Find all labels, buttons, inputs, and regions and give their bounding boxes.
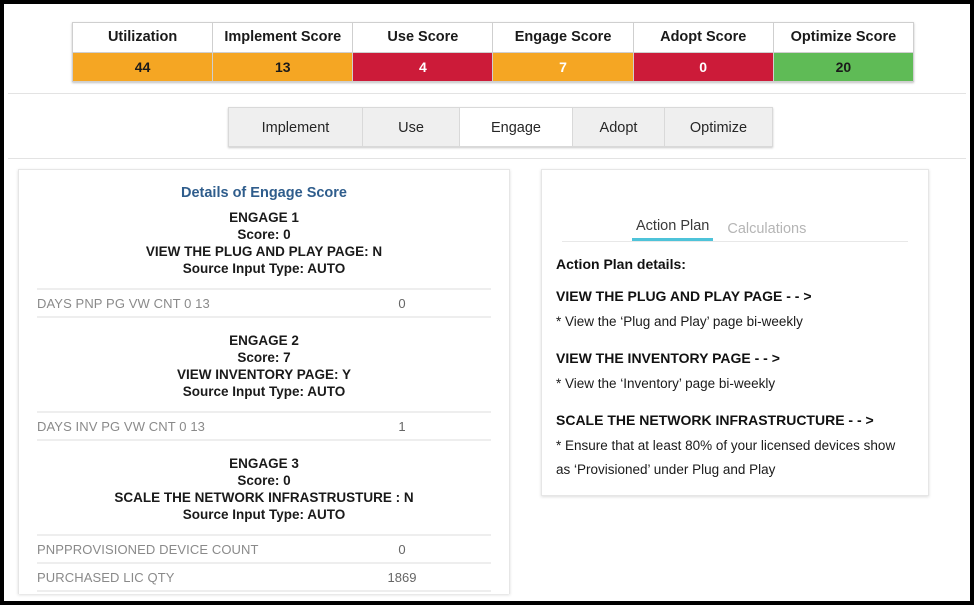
engage-details-card: Details of Engage Score ENGAGE 1 Score: … <box>18 169 510 594</box>
tab-adopt[interactable]: Adopt <box>573 107 665 147</box>
engage-section-1: ENGAGE 1 Score: 0 VIEW THE PLUG AND PLAY… <box>19 209 509 277</box>
tabs-divider <box>8 158 966 159</box>
action-plan-tabs: Action Plan Calculations <box>562 218 908 242</box>
metric-label: DAYS INV PG VW CNT 0 13 <box>37 418 205 434</box>
score-header-use: Use Score <box>352 22 494 53</box>
engage-section-3-name: ENGAGE 3 <box>229 456 299 471</box>
score-value-utilization: 44 <box>71 52 214 82</box>
metric-row: PNPPROVISIONED DEVICE COUNT 0 <box>37 534 491 562</box>
engage-section-2-source: Source Input Type: AUTO <box>182 384 346 399</box>
header-divider <box>8 93 966 94</box>
score-value-engage: 7 <box>492 52 634 82</box>
score-header-row: Utilization Implement Score Use Score En… <box>71 22 915 53</box>
action-plan-body: Action Plan details: VIEW THE PLUG AND P… <box>556 256 910 482</box>
engage-section-1-criterion: VIEW THE PLUG AND PLAY PAGE: N <box>145 244 383 259</box>
action-plan-item-desc-2: * View the ‘Inventory’ page bi-weekly <box>556 376 776 391</box>
score-value-row: 44 13 4 7 0 20 <box>71 52 915 82</box>
score-header-engage: Engage Score <box>492 22 634 53</box>
engage-section-1-source: Source Input Type: AUTO <box>182 261 346 276</box>
action-plan-item-title-1: VIEW THE PLUG AND PLAY PAGE - - > <box>556 288 812 304</box>
engage-section-3-metrics: PNPPROVISIONED DEVICE COUNT 0 PURCHASED … <box>37 534 491 594</box>
metric-row: PNP PROVISIONED STATE PCT 0 <box>37 590 491 594</box>
engage-section-1-name: ENGAGE 1 <box>229 210 299 225</box>
action-plan-card: Action Plan Calculations Action Plan det… <box>541 169 929 496</box>
action-plan-item-title-3: SCALE THE NETWORK INFRASTRUCTURE - - > <box>556 412 874 428</box>
action-plan-item-desc-1: * View the ‘Plug and Play’ page bi-weekl… <box>556 314 803 329</box>
engage-section-3-score: Score: 0 <box>237 473 291 488</box>
score-summary: Utilization Implement Score Use Score En… <box>71 22 915 82</box>
metric-label: PURCHASED LIC QTY <box>37 569 175 585</box>
action-plan-item-title-2: VIEW THE INVENTORY PAGE - - > <box>556 350 780 366</box>
metric-value: 1869 <box>387 569 417 585</box>
score-summary-table: Utilization Implement Score Use Score En… <box>71 22 915 82</box>
metric-label: DAYS PNP PG VW CNT 0 13 <box>37 295 210 311</box>
engage-section-2-criterion: VIEW INVENTORY PAGE: Y <box>176 367 352 382</box>
tab-calculations[interactable]: Calculations <box>727 221 807 237</box>
tab-action-plan[interactable]: Action Plan <box>632 218 714 241</box>
score-value-optimize: 20 <box>772 52 915 82</box>
score-value-adopt: 0 <box>632 52 774 82</box>
metric-row: DAYS PNP PG VW CNT 0 13 0 <box>37 288 491 318</box>
metric-value: 1 <box>398 418 406 434</box>
engage-section-2-name: ENGAGE 2 <box>229 333 299 348</box>
engage-section-3: ENGAGE 3 Score: 0 SCALE THE NETWORK INFR… <box>19 455 509 523</box>
tab-use[interactable]: Use <box>363 107 460 147</box>
tab-optimize[interactable]: Optimize <box>665 107 773 147</box>
score-header-adopt: Adopt Score <box>632 22 774 53</box>
metric-row: DAYS INV PG VW CNT 0 13 1 <box>37 411 491 441</box>
score-header-optimize: Optimize Score <box>772 22 915 53</box>
engage-section-1-metrics: DAYS PNP PG VW CNT 0 13 0 <box>37 288 491 318</box>
engage-section-3-criterion: SCALE THE NETWORK INFRASTRUSTURE : N <box>114 490 414 505</box>
category-tabs: Implement Use Engage Adopt Optimize <box>228 107 773 147</box>
tab-engage[interactable]: Engage <box>460 107 573 147</box>
engage-section-2-score: Score: 7 <box>237 350 291 365</box>
metric-value: 0 <box>398 541 406 557</box>
engage-section-3-source: Source Input Type: AUTO <box>182 507 346 522</box>
engage-section-2: ENGAGE 2 Score: 7 VIEW INVENTORY PAGE: Y… <box>19 332 509 400</box>
action-plan-item-desc-3: * Ensure that at least 80% of your licen… <box>556 438 896 477</box>
action-plan-heading: Action Plan details: <box>556 256 686 272</box>
score-value-implement: 13 <box>212 52 354 82</box>
tab-implement[interactable]: Implement <box>228 107 363 147</box>
metric-label: PNPPROVISIONED DEVICE COUNT <box>37 541 259 557</box>
score-value-use: 4 <box>352 52 494 82</box>
metric-value: 0 <box>398 295 406 311</box>
details-title: Details of Engage Score <box>181 185 347 201</box>
score-header-implement: Implement Score <box>212 22 354 53</box>
score-header-utilization: Utilization <box>71 22 214 53</box>
engage-section-1-score: Score: 0 <box>237 227 291 242</box>
engage-section-2-metrics: DAYS INV PG VW CNT 0 13 1 <box>37 411 491 441</box>
metric-row: PURCHASED LIC QTY 1869 <box>37 562 491 590</box>
